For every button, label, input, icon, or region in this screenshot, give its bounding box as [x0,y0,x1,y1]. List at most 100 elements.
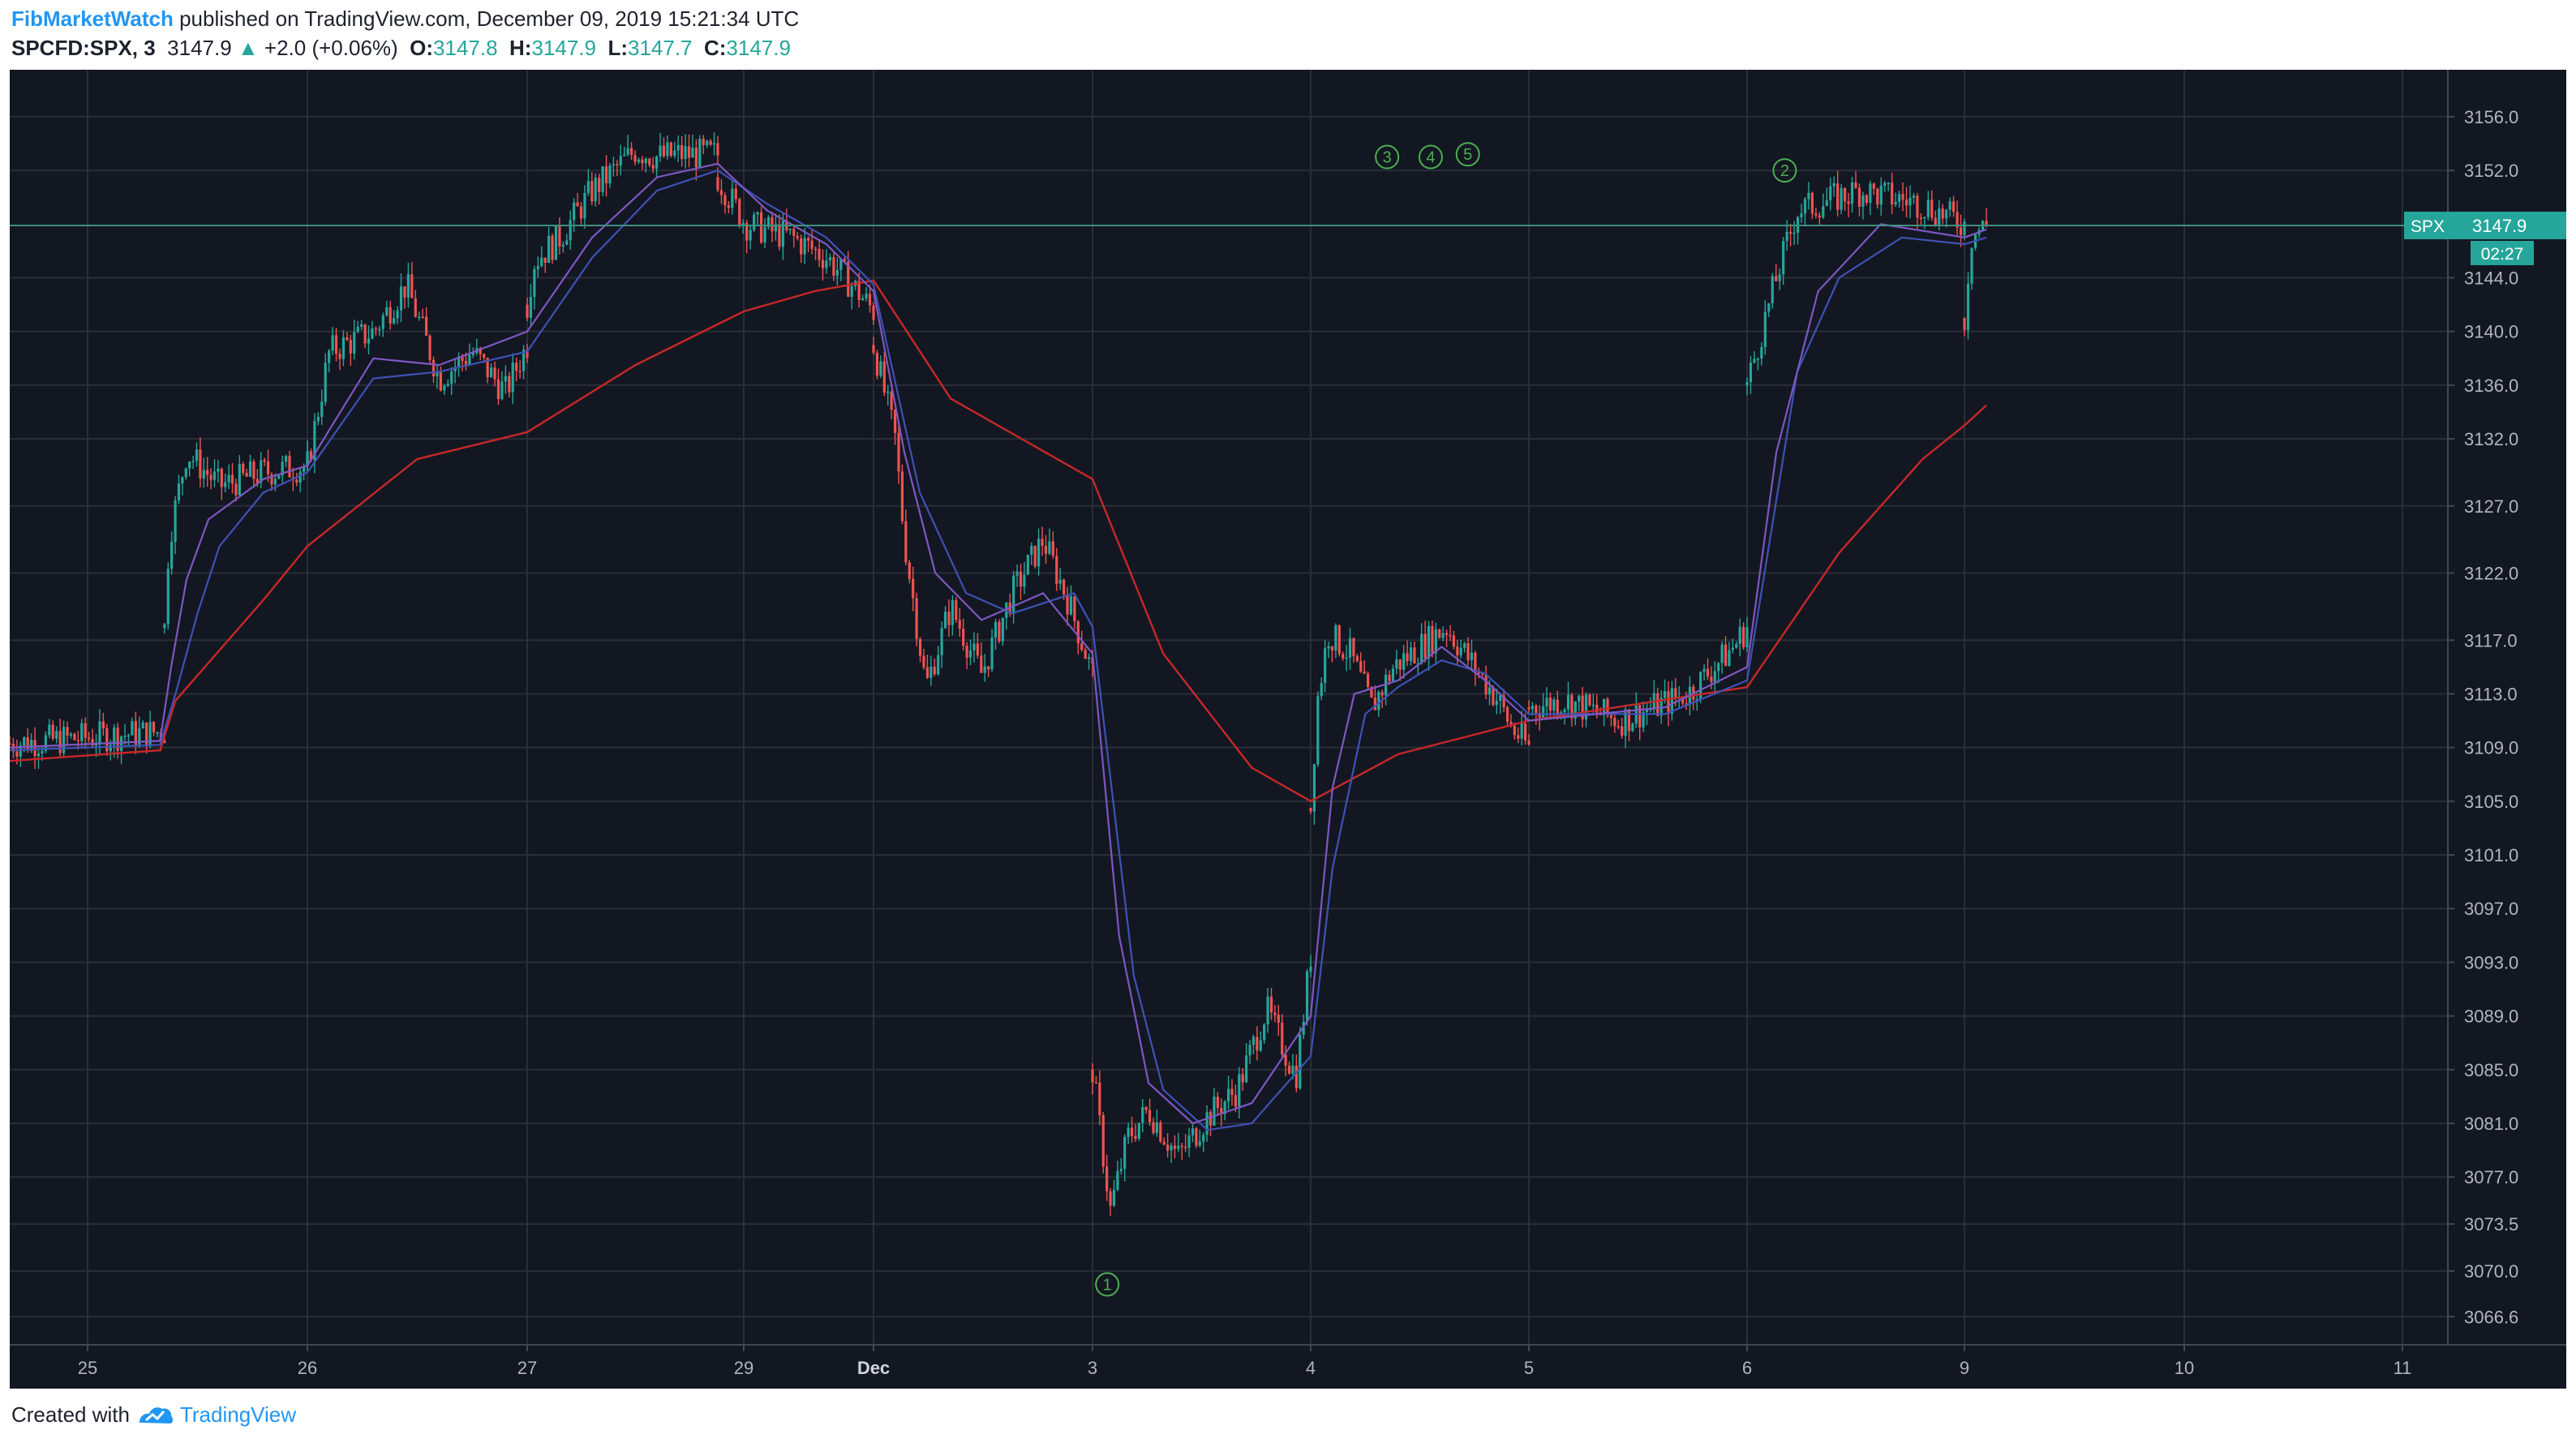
candle-body [230,474,234,484]
candle-body [1477,672,1480,674]
candle-body [1098,1082,1101,1115]
candle-body [263,460,266,462]
candle-body [1055,556,1058,584]
candle-body [1449,634,1452,637]
candle-body [277,475,281,479]
candle-body [1402,653,1406,670]
candle-body [1359,661,1363,672]
low-value: 3147.7 [627,36,693,60]
candle-body [1638,705,1642,728]
candle-body [1556,699,1559,715]
candle-body [378,328,381,331]
candle-body [1130,1127,1134,1136]
candle-body [526,350,529,359]
candle-body [1109,1191,1112,1206]
price-tick-label: 3085.0 [2464,1060,2518,1080]
price-tick-label: 3101.0 [2464,845,2518,865]
candle-body [1348,638,1352,658]
ema-mid-line [9,169,1987,1131]
candle-body [771,217,774,232]
candle-body [1159,1122,1162,1142]
candle-body [1699,672,1702,699]
candle-body [1226,1088,1230,1101]
candle-body [349,340,352,354]
candle-body [608,165,612,184]
candle-body [69,733,73,736]
ema-fast-line [9,162,1987,1125]
candle-body [439,371,442,391]
candle-body [1741,626,1745,647]
candle-body [673,150,676,157]
candle-body [857,281,861,301]
time-tick-label: 5 [1524,1358,1534,1378]
ema-slow-line [9,279,1987,802]
low-label: L: [608,36,628,60]
candle-body [1345,657,1348,659]
candle-body [1312,764,1316,812]
time-axis-bg [10,1345,2566,1389]
candle-body [1337,625,1341,655]
candle-body [1616,726,1620,728]
candle-body [450,371,453,384]
candle-body [659,145,662,157]
candle-body [850,286,853,297]
candle-body [1695,698,1698,701]
candle-body [1574,701,1577,719]
candle-body [1566,694,1570,710]
candle-body [1263,1024,1266,1041]
candle-body [1459,647,1462,655]
price-axis[interactable]: 3066.6 3070.0 3073.5 3077.0 3081.0 3085.0 3089… [2447,70,2566,1389]
candle-body [1492,687,1495,706]
price-tag-price: 3147.9 [2472,216,2527,236]
candle-body [508,376,511,393]
candle-body [58,731,62,754]
candle-body [1184,1146,1187,1149]
candle-body [1252,1037,1256,1046]
candle-body [1891,182,1894,205]
candle-body [515,363,518,371]
candle-body [298,471,302,483]
chart-container[interactable]: 1 2 3 4 5 3066.6 3070.0 3073.5 3077.0 3081.0 3085… [8,70,2566,1389]
candle-body [266,462,270,474]
author-link[interactable]: FibMarketWatch [11,6,174,31]
candle-body [741,223,745,226]
candle-body [1355,656,1359,662]
candle-body [393,318,396,324]
candle-body [1883,182,1887,186]
candle-body [1441,633,1445,638]
candle-body [1745,627,1749,647]
candle-body [1062,579,1066,595]
candle-body [1423,633,1427,659]
candle-body [1066,594,1069,615]
candle-body [968,650,972,658]
candle-body [1366,673,1370,688]
time-axis[interactable]: 25 26 27 29 Dec 3 4 5 6 9 10 11 [10,1344,2566,1389]
candle-body [1523,723,1527,741]
symbol-label[interactable]: SPCFD:SPX, 3 [11,36,156,60]
time-tick-label: 25 [78,1358,97,1378]
candle-body [1041,539,1044,547]
candle-body [865,294,868,298]
candle-body [590,181,594,202]
candle-body [861,298,865,301]
tradingview-link[interactable]: TradingView [179,1402,297,1427]
candle-body [662,145,666,157]
moving-averages [9,162,1987,1131]
candle-body [962,629,965,646]
candle-body [925,667,929,678]
candle-body [131,721,134,736]
candle-body [1342,654,1345,659]
candle-body [1230,1088,1234,1095]
price-tick-label: 3066.6 [2464,1307,2518,1327]
candle-body [1499,695,1502,702]
price-chart[interactable]: 1 2 3 4 5 3066.6 3070.0 3073.5 3077.0 3081.0 3085… [8,70,2566,1389]
candle-body [1434,629,1437,654]
candle-body [1985,221,1988,225]
time-tick-label: 27 [517,1358,537,1378]
candle-body [1792,232,1796,234]
candle-body [41,750,44,754]
candle-body [105,728,109,752]
candle-body [15,751,19,757]
candle-body [138,728,141,745]
candle-body [1505,706,1509,722]
